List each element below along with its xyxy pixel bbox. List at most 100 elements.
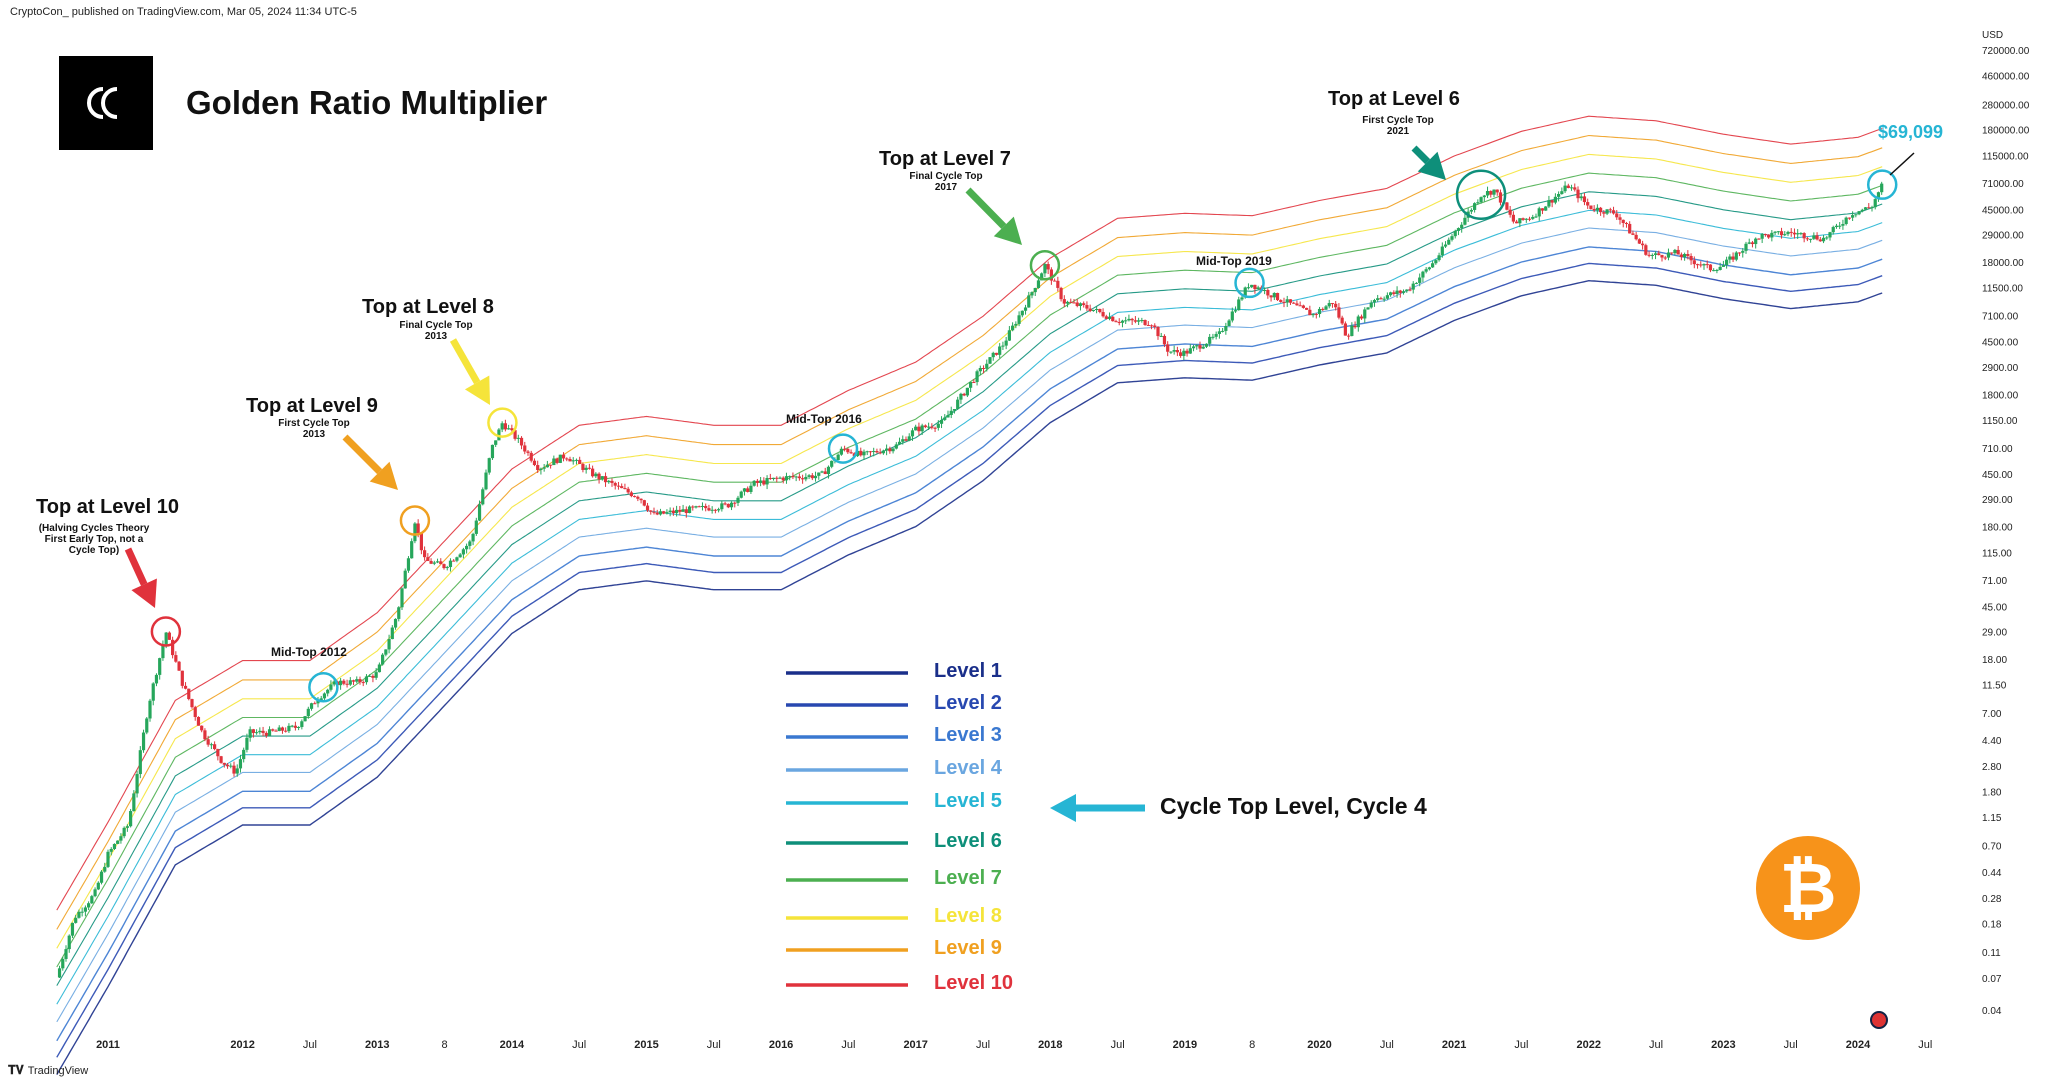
candle-body (662, 511, 666, 514)
candle-body (1279, 300, 1283, 302)
candle-body (1663, 257, 1667, 259)
candle-body (284, 730, 288, 732)
candle-body (526, 451, 530, 453)
candle-body (675, 509, 679, 514)
candle-body (406, 558, 411, 571)
candle-body (1731, 256, 1735, 260)
x-tick-label: Jul (1784, 1039, 1798, 1051)
cycle-top-label: Cycle Top Level, Cycle 4 (1160, 793, 1427, 819)
candle-body (1683, 253, 1687, 258)
candle-body (251, 729, 255, 733)
candle-body (1540, 208, 1545, 211)
candle-body (1834, 225, 1839, 228)
candle-body (219, 756, 223, 763)
candle-body (416, 523, 420, 534)
candle-body (1505, 202, 1509, 210)
candle-body (167, 632, 171, 640)
candle-body (1065, 301, 1070, 304)
candle-body (326, 689, 330, 694)
arrow-shaft (965, 187, 1007, 229)
candle-body (1246, 287, 1251, 289)
candle-body (1188, 348, 1192, 354)
candle-body (759, 480, 763, 483)
y-tick-label: 1.80 (1982, 787, 2002, 798)
y-tick-label: 450.00 (1982, 470, 2013, 481)
candle-body (694, 506, 698, 508)
candle-body (1569, 187, 1574, 189)
candle-body (225, 764, 230, 767)
candle-body (132, 793, 136, 812)
candle-body (200, 725, 204, 731)
candle-body (1317, 308, 1322, 315)
legend-lines (786, 671, 908, 987)
x-tick-label: Jul (1111, 1039, 1125, 1051)
x-tick-label: 2018 (1038, 1039, 1062, 1051)
candle-body (1563, 185, 1567, 192)
candle-body (387, 639, 391, 650)
candle-body (1825, 237, 1829, 239)
candle-body (426, 557, 430, 561)
legend-label-level-4: Level 4 (934, 757, 1002, 779)
band-level-1 (56, 279, 1883, 1075)
candle-body (1369, 302, 1373, 308)
candle-body (542, 467, 546, 469)
price-tag: $69,099 (1878, 122, 1944, 142)
candle-body (397, 607, 401, 619)
candle-body (245, 737, 249, 750)
candle-body (1670, 252, 1674, 254)
y-tick-label: 4.40 (1982, 736, 2002, 747)
candle-body (700, 505, 705, 507)
x-tick-label: 2012 (230, 1039, 254, 1051)
candle-body (1763, 234, 1767, 236)
legend-label-level-9: Level 9 (934, 937, 1002, 959)
candle-body (477, 504, 482, 521)
candle-body (1712, 270, 1716, 272)
x-axis: 2011 2012 Jul 2013 8 2014 Jul 2015 Jul 2016 Jul 201… (96, 1039, 1932, 1051)
y-tick-label: 29.00 (1982, 628, 2007, 639)
candle-body (1366, 307, 1370, 310)
candle-body (193, 707, 197, 717)
legend-label-level-10: Level 10 (934, 972, 1013, 994)
candle-body (1301, 305, 1305, 308)
candle-body (1524, 218, 1528, 220)
candle-body (261, 730, 265, 733)
candle-body (1408, 289, 1412, 291)
candle-body (1767, 234, 1771, 238)
candle-body (116, 840, 120, 844)
annotation-subtitle: First Cycle Top 2013 (278, 418, 350, 440)
candle-body (933, 427, 937, 429)
candle-body (510, 428, 514, 431)
currency-label: USD (1982, 30, 2004, 41)
candle-body (904, 439, 908, 441)
candle-body (255, 732, 259, 734)
candle-body (1185, 350, 1189, 354)
candle-body (1705, 264, 1709, 266)
x-tick-label: Jul (572, 1039, 586, 1051)
highlight-circle (1234, 267, 1265, 299)
candle-body (1479, 197, 1483, 203)
candle-body (377, 664, 381, 673)
candle-body (1456, 228, 1461, 231)
candle-body (1831, 227, 1835, 233)
candle-body (458, 554, 462, 558)
x-tick-label: 2015 (634, 1039, 658, 1051)
y-tick-label: 720000.00 (1982, 46, 2030, 57)
candle-body (271, 729, 275, 731)
candle-body (697, 506, 701, 508)
candle-body (775, 477, 779, 479)
candle-body (561, 454, 566, 459)
candle-body (571, 460, 575, 462)
candle-body (1411, 283, 1415, 290)
y-tick-label: 29000.00 (1982, 231, 2024, 242)
y-tick-label: 71.00 (1982, 576, 2007, 587)
candle-body (1557, 193, 1561, 197)
candle-body (846, 448, 850, 453)
candle-body (1156, 327, 1160, 337)
candle-body (671, 510, 675, 514)
candle-body (539, 468, 543, 470)
candle-body (645, 505, 650, 511)
candle-body (1082, 303, 1086, 306)
candle-body (125, 826, 129, 828)
candle-body (1531, 216, 1535, 219)
candle-body (174, 655, 178, 662)
